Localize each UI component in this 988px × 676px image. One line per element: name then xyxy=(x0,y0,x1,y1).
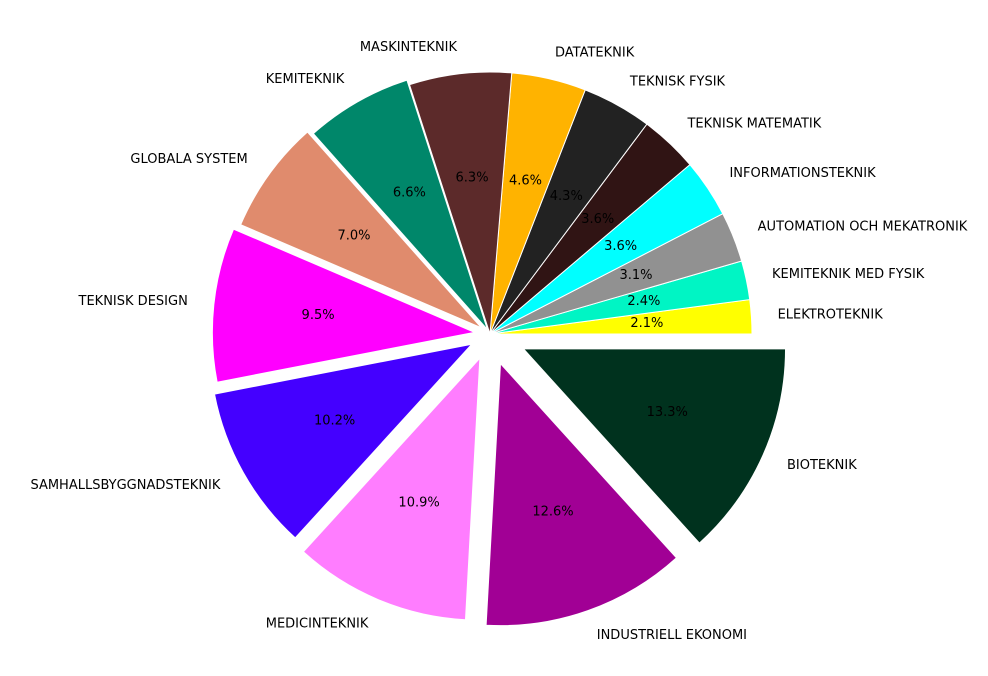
pie-category-label: KEMITEKNIK MED FYSIK xyxy=(772,267,925,282)
pie-slice-samhallsbyggnadsteknik xyxy=(213,343,474,539)
pie-slice-kemiteknik xyxy=(312,79,488,330)
pie-percent-label: 10.2% xyxy=(314,414,355,429)
pie-percent-label: 2.1% xyxy=(630,316,663,331)
pie-percent-label: 9.5% xyxy=(302,308,335,323)
pie-slices xyxy=(211,71,787,627)
pie-percent-label: 3.6% xyxy=(604,239,637,254)
pie-category-label: MASKINTEKNIK xyxy=(360,40,458,55)
pie-slice-teknisk-design xyxy=(211,228,477,383)
pie-percent-label: 13.3% xyxy=(647,405,688,420)
pie-slice-medicinteknik xyxy=(302,356,481,621)
pie-category-label: MEDICINTEKNIK xyxy=(266,616,369,631)
pie-category-label: AUTOMATION OCH MEKATRONIK xyxy=(758,220,968,235)
pie-slice-bioteknik xyxy=(522,348,787,544)
pie-percent-label: 10.9% xyxy=(398,496,439,511)
pie-category-label: INFORMATIONSTEKNIK xyxy=(729,166,876,181)
pie-percent-label: 3.6% xyxy=(581,212,614,227)
pie-percent-label: 6.3% xyxy=(456,170,489,185)
pie-slice-maskinteknik xyxy=(408,71,513,335)
pie-category-label: DATATEKNIK xyxy=(555,46,635,61)
pie-percent-label: 3.1% xyxy=(619,268,652,283)
pie-slice-globala-system xyxy=(240,131,482,329)
pie-slice-industriell-ekonomi xyxy=(485,362,678,627)
pie-percent-label: 4.3% xyxy=(550,189,583,204)
pie-category-label: TEKNISK MATEMATIK xyxy=(686,117,821,132)
pie-percent-label: 12.6% xyxy=(532,504,573,519)
pie-category-label: BIOTEKNIK xyxy=(787,458,857,473)
pie-category-label: SAMHALLSBYGGNADSTEKNIK xyxy=(30,478,220,493)
pie-percent-label: 6.6% xyxy=(393,185,426,200)
pie-category-label: INDUSTRIELL EKONOMI xyxy=(597,628,747,643)
pie-percent-label: 2.4% xyxy=(627,294,660,309)
pie-category-label: ELEKTROTEKNIK xyxy=(778,308,884,323)
pie-percent-label: 4.6% xyxy=(509,173,542,188)
pie-percent-labels: 2.1% 2.4% 3.1% 3.6% 3.6% 4.3% 4.6% 6.3% 6.6% 7.0%… xyxy=(302,170,688,519)
pie-category-labels: ELEKTROTEKNIK KEMITEKNIK MED FYSIK AUTOMAT… xyxy=(30,40,967,643)
pie-category-label: TEKNISK FYSIK xyxy=(629,75,726,90)
pie-category-label: KEMITEKNIK xyxy=(266,72,345,87)
pie-percent-label: 7.0% xyxy=(337,228,370,243)
pie-category-label: GLOBALA SYSTEM xyxy=(130,152,247,167)
pie-category-label: TEKNISK DESIGN xyxy=(78,294,188,309)
